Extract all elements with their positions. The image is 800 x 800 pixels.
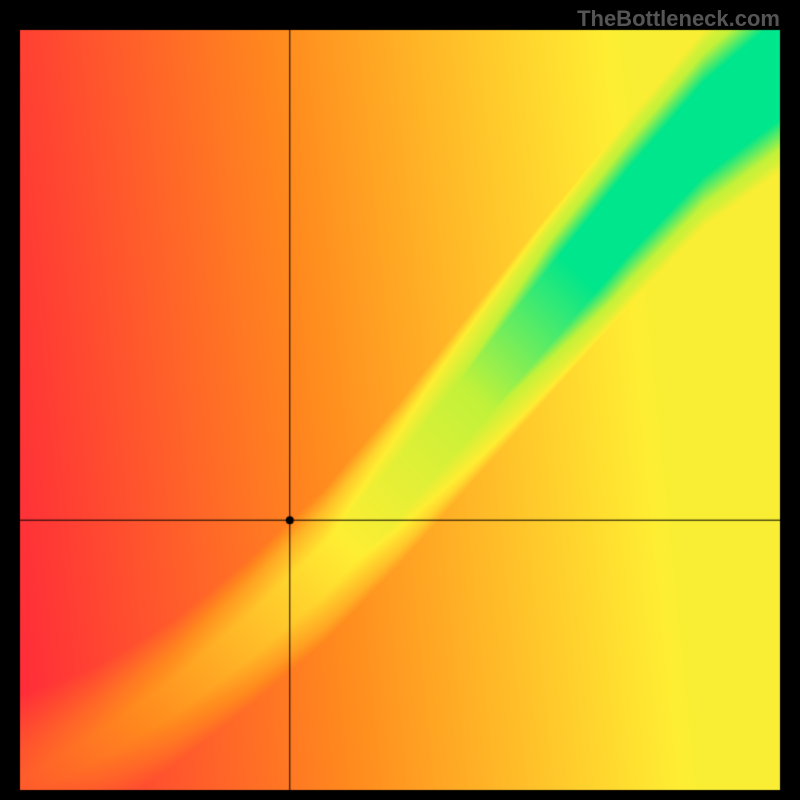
- heatmap-canvas: [0, 0, 800, 800]
- watermark-text: TheBottleneck.com: [577, 6, 780, 32]
- chart-container: TheBottleneck.com: [0, 0, 800, 800]
